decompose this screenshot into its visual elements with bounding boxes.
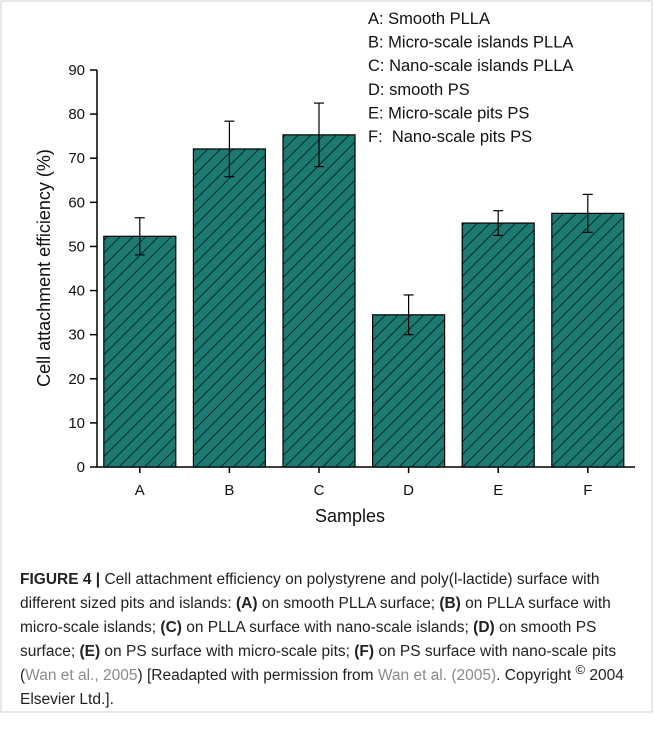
x-tick-label: D [403,482,414,499]
bar-hatch [283,134,355,468]
legend-note: B: Micro-scale islands PLLA [368,34,573,52]
y-tick-label: 80 [68,106,85,123]
y-tick-label: 40 [68,283,85,300]
caption-bold: (D) [473,619,495,636]
caption: FIGURE 4 | Cell attachment efficiency on… [20,568,640,712]
caption-link: Wan et al., 2005 [25,667,138,684]
y-tick-label: 0 [77,459,85,476]
caption-text: 2004 Elsevier Ltd.]. [20,667,624,708]
x-tick-label: F [583,482,592,499]
caption-text: . Copyright [496,667,576,684]
x-axis-label: Samples [315,506,385,526]
y-tick-label: 20 [68,371,85,388]
caption-text: on PLLA surface with micro-scale islands… [20,595,611,636]
frame [0,0,653,713]
caption-text: on PS surface with nano-scale pits ( [20,643,617,684]
x-tick-label: A [135,482,145,499]
x-tick-label: B [224,482,234,499]
caption-text: on smooth PLLA surface; [257,595,440,612]
caption-text: on PLLA surface with nano-scale islands; [181,619,474,636]
caption-text: on PS surface with micro-scale pits; [100,643,355,660]
y-tick-label: 30 [68,327,85,344]
caption-bold: (B) [439,595,461,612]
legend-note: E: Micro-scale pits PS [368,104,529,122]
legend-note: F: Nano-scale pits PS [368,128,532,146]
caption-text: ) [Readapted with permission from [137,667,378,684]
y-tick-label: 70 [68,150,85,167]
x-tick-label: E [493,482,503,499]
caption-bold: (A) [235,595,258,612]
bar-hatch [551,213,624,467]
caption-bold: (E) [79,643,101,660]
caption-text: Cell attachment efficiency on polystyren… [20,571,600,612]
bar-hatch [193,148,266,467]
y-tick-label: 10 [68,415,85,432]
caption-bold: (C) [160,619,182,636]
y-axis-label: Cell attachment efficiency (%) [34,149,54,387]
bar-hatch [103,236,176,467]
y-tick-label: 90 [68,62,85,79]
legend-note: C: Nano-scale islands PLLA [368,57,573,75]
y-tick-label: 60 [68,194,85,211]
legend-note: A: Smooth PLLA [368,10,490,28]
caption-link: Wan et al. (2005) [377,667,497,684]
bar-hatch [372,314,445,467]
caption-text: on smooth PS surface; [20,619,597,660]
legend-note: D: smooth PS [368,81,470,99]
x-tick-label: C [314,482,325,499]
caption-bold: (F) [354,643,375,660]
caption-sup: © [575,661,586,677]
bar-hatch [462,223,535,467]
caption-label: FIGURE 4 | [20,571,101,588]
y-tick-label: 50 [68,238,85,255]
